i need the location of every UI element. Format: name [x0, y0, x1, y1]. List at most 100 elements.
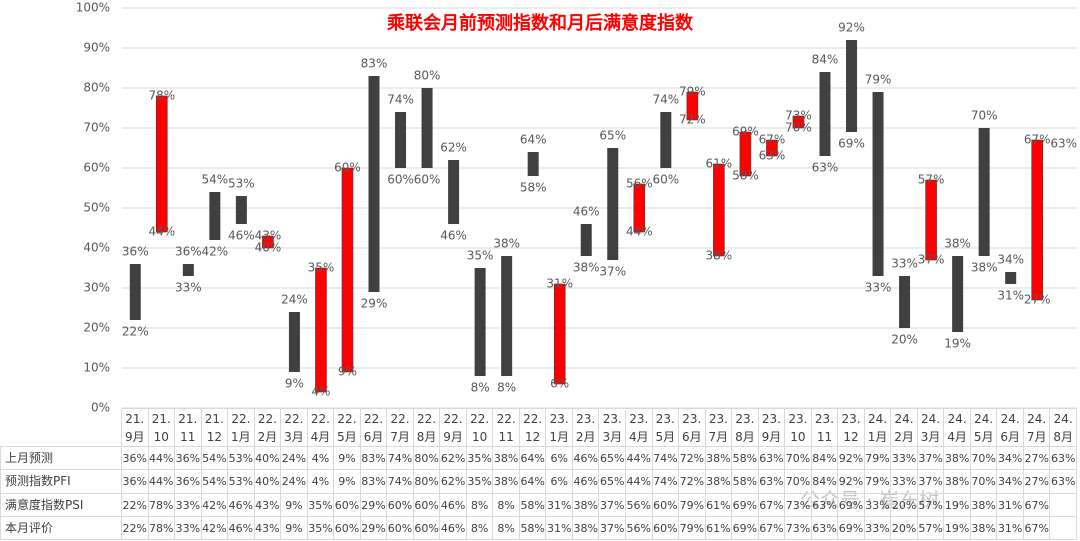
table-cell: 20%	[891, 516, 918, 540]
table-cell: 78%	[148, 516, 176, 540]
table-cell: 38%	[705, 447, 733, 471]
down-bar	[288, 312, 300, 372]
table-cell: 8%	[493, 493, 520, 517]
data-label: 56%	[626, 177, 653, 191]
table-cell: 70%	[785, 447, 812, 471]
table-cell: 38%	[493, 470, 520, 494]
data-label: 38%	[706, 249, 733, 263]
x-tick-label: 21.12月	[201, 408, 229, 447]
table-cell: 35%	[307, 516, 335, 540]
data-label: 74%	[387, 93, 414, 107]
table-cell: 69%	[732, 493, 759, 517]
up-bar	[713, 163, 725, 257]
data-label: 63%	[812, 161, 839, 175]
table-cell: 80%	[413, 470, 441, 494]
data-label: 79%	[865, 73, 892, 87]
x-tick-label: 23.7月	[705, 408, 733, 447]
table-cell: 6%	[546, 470, 573, 494]
table-cell: 79%	[864, 447, 892, 471]
table-cell: 27%	[1023, 470, 1051, 494]
down-bar	[952, 256, 964, 332]
data-label: 19%	[944, 337, 971, 351]
table-cell: 19%	[944, 516, 971, 540]
table-cell: 29%	[360, 493, 388, 517]
data-label: 8%	[471, 381, 490, 395]
x-tick-label: 24.4月	[944, 408, 971, 447]
x-tick-label: 23.4月	[626, 408, 653, 447]
down-bar	[872, 92, 884, 276]
table-cell: 37%	[917, 470, 945, 494]
table-cell: 60%	[334, 516, 361, 540]
down-bar	[660, 112, 672, 168]
table-cell: 20%	[891, 493, 918, 517]
table-cell: 27%	[1023, 447, 1051, 471]
x-tick-label: 24.2月	[891, 408, 918, 447]
x-tick-label: 22.10月	[466, 408, 494, 447]
data-label: 60%	[414, 173, 441, 187]
data-label: 9%	[285, 377, 304, 391]
legend-entry: 满意度指数PSI	[0, 493, 122, 517]
y-tick-label: 80%	[83, 81, 110, 95]
table-cell: 65%	[599, 447, 627, 471]
x-tick-label: 22.5月	[334, 408, 361, 447]
data-label: 63%	[1050, 137, 1077, 151]
table-cell: 65%	[599, 470, 627, 494]
data-label: 35%	[467, 249, 494, 263]
data-label: 57%	[918, 173, 945, 187]
data-label: 64%	[520, 133, 547, 147]
down-bar	[607, 148, 619, 260]
x-tick-label: 23.6月	[679, 408, 706, 447]
table-cell: 60%	[652, 493, 680, 517]
x-tick-label: 23.1月	[546, 408, 573, 447]
data-label: 69%	[838, 137, 865, 151]
data-label: 53%	[228, 177, 255, 191]
table-cell: 34%	[997, 447, 1024, 471]
table-cell: 70%	[970, 447, 998, 471]
x-tick-label: 22.9月	[440, 408, 467, 447]
table-cell: 83%	[360, 470, 388, 494]
table-cell: 67%	[758, 516, 786, 540]
table-cell: 46%	[228, 516, 255, 540]
table-cell: 44%	[626, 470, 653, 494]
watermark: 公众号 · 崔东树	[800, 488, 940, 512]
data-label: 46%	[228, 229, 255, 243]
table-cell: 69%	[732, 516, 759, 540]
table-cell: 37%	[599, 516, 627, 540]
table-cell: 35%	[307, 493, 335, 517]
table-cell: 70%	[970, 470, 998, 494]
table-cell: 38%	[970, 493, 998, 517]
y-tick-label: 20%	[83, 321, 110, 335]
table-cell: 60%	[334, 493, 361, 517]
y-tick-label: 50%	[83, 201, 110, 215]
data-label: 46%	[573, 205, 600, 219]
legend-entry: 预测指数PFI	[0, 470, 122, 494]
data-label: 74%	[652, 93, 679, 107]
up-bar	[633, 183, 646, 233]
table-cell: 53%	[228, 447, 255, 471]
data-label: 33%	[891, 257, 918, 271]
down-bar	[580, 224, 592, 256]
table-cell: 33%	[891, 447, 918, 471]
down-bar	[474, 268, 486, 376]
table-cell: 9%	[281, 516, 308, 540]
data-label: 60%	[334, 161, 361, 175]
table-cell: 57%	[917, 516, 945, 540]
data-label: 9%	[338, 365, 357, 379]
table-cell: 63%	[1050, 470, 1077, 494]
data-label: 24%	[281, 293, 308, 307]
up-bar	[341, 167, 354, 373]
table-cell: 79%	[679, 493, 706, 517]
data-label: 92%	[838, 21, 865, 35]
table-cell: 34%	[997, 470, 1024, 494]
table-cell	[1050, 516, 1077, 540]
x-tick-label: 22.7月	[387, 408, 414, 447]
table-cell: 67%	[1023, 516, 1051, 540]
table-cell: 6%	[546, 447, 573, 471]
data-label: 38%	[493, 237, 520, 251]
table-cell: 19%	[944, 493, 971, 517]
table-cell: 33%	[864, 516, 892, 540]
table-cell: 92%	[838, 470, 865, 494]
x-tick-label: 22.4月	[307, 408, 335, 447]
table-cell: 31%	[997, 493, 1024, 517]
